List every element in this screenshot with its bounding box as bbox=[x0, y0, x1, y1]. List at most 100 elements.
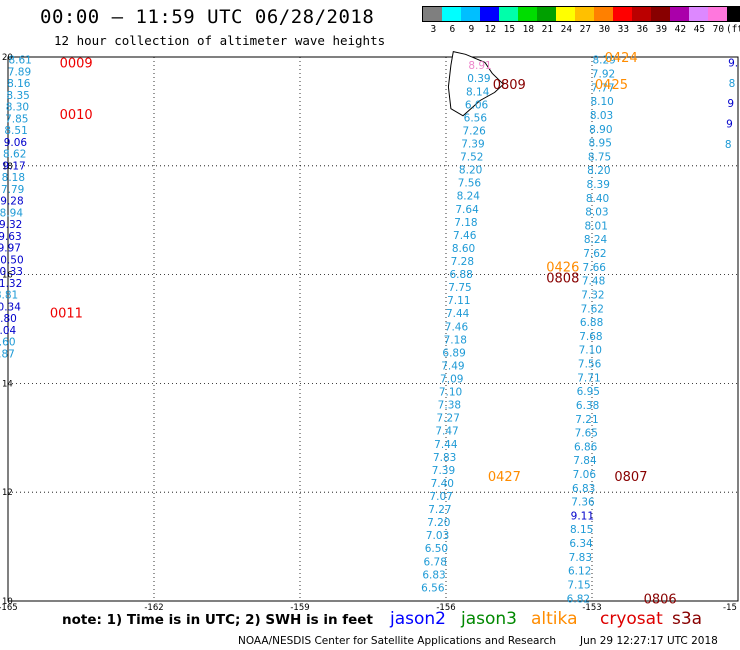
wave-height-label: 7.89 bbox=[8, 66, 31, 78]
wave-height-label: 7.27 bbox=[437, 413, 460, 425]
wave-height-label: 11.32 bbox=[0, 278, 22, 290]
legend-label: 3 bbox=[430, 24, 437, 35]
wave-height-label: 6.83 bbox=[572, 483, 595, 495]
wave-height-label: 7.36 bbox=[571, 497, 595, 509]
wave-height-label: 8.51 bbox=[4, 125, 27, 137]
lon-tick-label: -15 bbox=[723, 603, 737, 613]
wave-height-label: 8 bbox=[729, 78, 736, 90]
legend-swatch bbox=[670, 7, 689, 21]
legend-label: 45 bbox=[693, 24, 706, 35]
legend-swatch bbox=[708, 7, 727, 21]
wave-height-label: 6.88 bbox=[449, 269, 472, 281]
footnote: note: 1) Time is in UTC; 2) SWH is in fe… bbox=[62, 612, 373, 628]
wave-height-label: 7.10 bbox=[439, 387, 462, 399]
wave-height-label: 6.82 bbox=[567, 593, 590, 605]
wave-height-label: 10.50 bbox=[0, 254, 24, 266]
wave-height-label: 7.52 bbox=[460, 152, 483, 164]
lon-tick-label: -153 bbox=[582, 603, 601, 613]
wave-height-label: 10.33 bbox=[0, 266, 23, 278]
legend-swatch bbox=[423, 7, 442, 21]
pass-number-label: 0009 bbox=[60, 56, 93, 71]
wave-height-label: 7.56 bbox=[578, 359, 602, 371]
wave-height-label: 6.56 bbox=[464, 112, 488, 124]
wave-height-label: 7.28 bbox=[451, 256, 474, 268]
wave-height-label: 9.32 bbox=[0, 219, 22, 231]
legend-label: 21 bbox=[541, 24, 554, 35]
lon-tick-label: -165 bbox=[0, 603, 18, 613]
wave-height-label: 6.88 bbox=[580, 317, 603, 329]
wave-height-label: 8.18 bbox=[2, 172, 25, 184]
wave-height-label: 7.48 bbox=[582, 276, 605, 288]
wave-height-label: 9.97 bbox=[0, 243, 21, 255]
wave-height-label: 7.64 bbox=[455, 204, 479, 216]
wave-height-label: 7.38 bbox=[438, 400, 461, 412]
legend-swatch bbox=[613, 7, 632, 21]
wave-height-label: 8.03 bbox=[585, 207, 608, 219]
wave-height-label: 7.26 bbox=[462, 125, 486, 137]
wave-height-label: 7.32 bbox=[581, 289, 604, 301]
wave-height-label: 7.39 bbox=[461, 138, 484, 150]
wave-height-label: 7.44 bbox=[446, 308, 470, 320]
wave-height-label: 8.14 bbox=[466, 86, 490, 98]
wave-height-label: 9. bbox=[728, 57, 738, 69]
wave-height-label: 6.95 bbox=[577, 386, 600, 398]
wave-height-label: 8.75 bbox=[588, 151, 611, 163]
footer-timestamp: Jun 29 12:27:17 UTC 2018 bbox=[580, 635, 718, 647]
wave-height-label: 7.77 bbox=[591, 82, 614, 94]
legend-label: (ft) bbox=[725, 24, 740, 35]
wave-height-label: 6.50 bbox=[425, 543, 448, 555]
wave-height-label: 6.12 bbox=[568, 566, 591, 578]
wave-height-label: 7.85 bbox=[5, 113, 28, 125]
lat-tick-label: 16 bbox=[2, 271, 13, 281]
wave-height-label: 8.20 bbox=[459, 165, 482, 177]
legend-label: 9 bbox=[468, 24, 475, 35]
wave-height-label: 9.63 bbox=[0, 231, 22, 243]
legend-swatch bbox=[727, 7, 740, 21]
pass-number-label: 0425 bbox=[595, 78, 628, 93]
wave-height-label: 7.46 bbox=[453, 230, 477, 242]
pass-number-label: 0807 bbox=[614, 470, 647, 485]
wave-height-label: 6.56 bbox=[421, 582, 445, 594]
wave-height-label: 8.35 bbox=[6, 90, 29, 102]
legend-swatch bbox=[651, 7, 670, 21]
pass-number-label: 0806 bbox=[644, 592, 677, 607]
legend-label: 18 bbox=[522, 24, 535, 35]
legend-label: 70 bbox=[712, 24, 725, 35]
wave-height-label: 8.60 bbox=[452, 243, 475, 255]
wave-height-label: 7.39 bbox=[432, 465, 455, 477]
wave-height-label: 7.18 bbox=[444, 334, 467, 346]
map-title: 00:00 – 11:59 UTC 06/28/2018 bbox=[40, 6, 375, 28]
wave-height-label: 8.39 bbox=[587, 179, 610, 191]
wave-height-label: 8.10 bbox=[590, 96, 613, 108]
footer-credit: NOAA/NESDIS Center for Satellite Applica… bbox=[238, 635, 556, 647]
lat-tick-label: 14 bbox=[2, 379, 13, 389]
wave-height-label: 7.11 bbox=[447, 295, 470, 307]
lat-tick-label: 12 bbox=[2, 488, 13, 498]
wave-height-label: 7.62 bbox=[581, 303, 604, 315]
wave-height-label: 7.66 bbox=[583, 262, 607, 274]
wave-height-label: 9 bbox=[727, 98, 734, 110]
wave-height-label: 6.83 bbox=[422, 569, 445, 581]
wave-height-label: 7.06 bbox=[573, 469, 597, 481]
satellite-legend-jason3: jason3 bbox=[461, 609, 517, 629]
legend-swatch bbox=[575, 7, 594, 21]
wave-height-label: 6.89 bbox=[442, 347, 465, 359]
wave-height-label: 7.40 bbox=[431, 478, 454, 490]
wave-height-label: 8.24 bbox=[457, 191, 481, 203]
wave-height-label: 7.79 bbox=[1, 184, 24, 196]
wave-height-label: 7.18 bbox=[454, 217, 477, 229]
wave-height-label: 8.62 bbox=[3, 149, 26, 161]
wave-height-label: 7.44 bbox=[434, 439, 458, 451]
wave-height-label: 7.62 bbox=[583, 248, 606, 260]
wave-height-label: 7.07 bbox=[429, 491, 452, 503]
legend-swatch bbox=[556, 7, 575, 21]
lon-tick-label: -156 bbox=[436, 603, 455, 613]
pass-number-label: 0809 bbox=[493, 78, 526, 93]
legend-label: 39 bbox=[655, 24, 668, 35]
wave-height-label: 7.92 bbox=[592, 69, 615, 81]
wave-height-label: 7.21 bbox=[575, 414, 598, 426]
wave-height-label: 7.84 bbox=[573, 455, 597, 467]
wave-height-label: 8.15 bbox=[570, 524, 593, 536]
